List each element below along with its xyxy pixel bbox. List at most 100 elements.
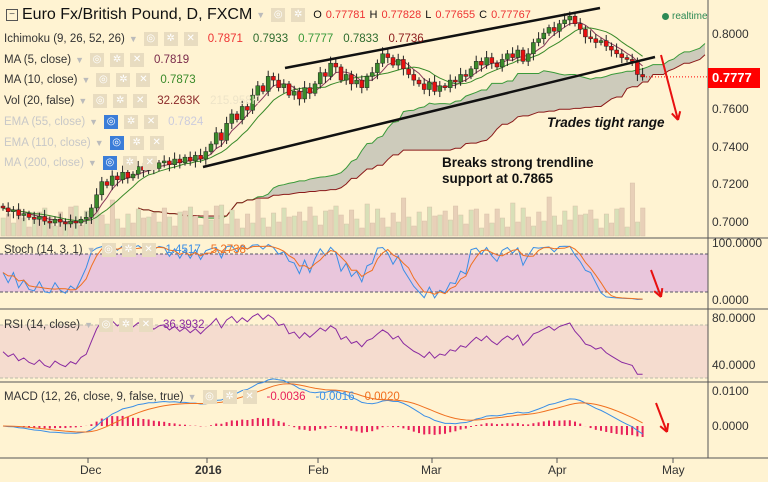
candle-body [583, 29, 588, 38]
candle-body [354, 79, 359, 85]
gear-icon[interactable]: ✲ [291, 8, 306, 22]
volume-bar [250, 222, 256, 237]
candle-body [562, 19, 567, 24]
candle-body [255, 85, 261, 96]
close-icon[interactable]: ✕ [133, 94, 148, 109]
gear-icon[interactable]: ✲ [110, 52, 125, 67]
volume-bar [333, 205, 339, 237]
chevron-down-icon[interactable]: ▼ [128, 34, 138, 44]
chevron-down-icon[interactable]: ▼ [94, 137, 104, 148]
candle-body [21, 213, 27, 216]
volume-bar [307, 206, 313, 237]
candle-body [515, 49, 521, 58]
volume-bar [338, 214, 344, 237]
eye-icon[interactable]: ◎ [271, 8, 286, 22]
macd-signal-line [2, 383, 643, 433]
volume-bar [234, 218, 240, 237]
candle-body [109, 175, 115, 186]
candle-body [291, 91, 297, 96]
gear-icon[interactable]: ✲ [118, 318, 133, 332]
candle-body [531, 42, 536, 55]
price-tick: 0.8000 [712, 27, 749, 41]
ohlc-open-label: O [313, 9, 322, 21]
eye-icon[interactable]: ◎ [104, 114, 119, 129]
legend-value: 0.7873 [160, 74, 196, 87]
chevron-down-icon[interactable]: ▼ [256, 10, 266, 20]
chevron-down-icon[interactable]: ▼ [187, 392, 197, 402]
legend-value: 215.958K [210, 95, 260, 108]
chevron-down-icon[interactable]: ▼ [75, 54, 85, 65]
close-icon[interactable]: ✕ [242, 390, 257, 404]
collapse-icon[interactable]: − [6, 9, 18, 21]
volume-bar [5, 213, 11, 237]
close-icon[interactable]: ✕ [144, 114, 159, 129]
eye-icon[interactable]: ◎ [102, 156, 117, 171]
candle-body [577, 23, 583, 30]
candle-body [323, 72, 328, 77]
gear-icon[interactable]: ✲ [124, 114, 139, 129]
candle-body [104, 181, 110, 186]
volume-bar [494, 208, 500, 237]
eye-icon[interactable]: ◎ [202, 390, 217, 404]
candle-body [603, 40, 609, 47]
close-icon[interactable]: ✕ [142, 156, 157, 171]
eye-icon[interactable]: ◎ [109, 135, 124, 150]
volume-bar [135, 208, 141, 237]
volume-bar [151, 212, 157, 237]
close-icon[interactable]: ✕ [183, 32, 198, 46]
gear-icon[interactable]: ✲ [163, 32, 178, 46]
close-icon[interactable]: ✕ [136, 73, 151, 88]
candle-body [338, 66, 344, 81]
chevron-down-icon[interactable]: ▼ [86, 245, 96, 255]
volume-bar [297, 211, 303, 237]
candle-body [208, 143, 214, 152]
close-icon[interactable]: ✕ [149, 135, 164, 150]
annotation-range: Trades tight range [547, 115, 665, 130]
close-icon[interactable]: ✕ [138, 318, 153, 332]
candle-body [37, 216, 42, 220]
volume-bar [562, 210, 568, 237]
eye-icon[interactable]: ◎ [143, 32, 158, 46]
volume-bar [229, 209, 235, 237]
gear-icon[interactable]: ✲ [121, 243, 136, 257]
volume-bar [172, 225, 178, 237]
gear-icon[interactable]: ✲ [129, 135, 144, 150]
volume-bar [375, 208, 381, 237]
gear-icon[interactable]: ✲ [122, 156, 137, 171]
chevron-down-icon[interactable]: ▼ [84, 320, 93, 330]
eye-icon[interactable]: ◎ [101, 243, 116, 257]
eye-icon[interactable]: ◎ [98, 318, 113, 332]
red-arrow-icon [653, 290, 662, 298]
eye-icon[interactable]: ◎ [90, 52, 105, 67]
status-dot-icon [662, 13, 669, 20]
volume-bar [208, 219, 214, 237]
chevron-down-icon[interactable]: ▼ [78, 96, 88, 107]
gear-icon[interactable]: ✲ [222, 390, 237, 404]
candle-body [89, 207, 94, 218]
ohlc-close: 0.77767 [491, 9, 531, 21]
volume-bar [624, 226, 630, 237]
legend-label: RSI (14, close) [4, 319, 81, 331]
volume-bar [416, 211, 422, 237]
volume-bar [109, 199, 115, 237]
eye-icon[interactable]: ◎ [93, 94, 108, 109]
gear-icon[interactable]: ✲ [113, 94, 128, 109]
realtime-label: realtime [672, 11, 708, 22]
chevron-down-icon[interactable]: ▼ [89, 116, 99, 127]
symbol-title: Euro Fx/British Pound, D, FXCM [22, 6, 253, 23]
chevron-down-icon[interactable]: ▼ [81, 75, 91, 86]
chevron-down-icon[interactable]: ▼ [87, 158, 97, 169]
volume-bar [479, 227, 485, 237]
legend-label: Ichimoku (9, 26, 52, 26) [4, 33, 125, 45]
candle-body [427, 81, 432, 90]
candle-body [234, 113, 240, 120]
candle-body [395, 59, 401, 66]
eye-icon[interactable]: ◎ [96, 73, 111, 88]
volume-bar [629, 182, 635, 237]
close-icon[interactable]: ✕ [130, 52, 145, 67]
gear-icon[interactable]: ✲ [116, 73, 131, 88]
candle-body [385, 53, 391, 58]
close-icon[interactable]: ✕ [141, 243, 156, 257]
red-arrow-icon [655, 402, 668, 433]
